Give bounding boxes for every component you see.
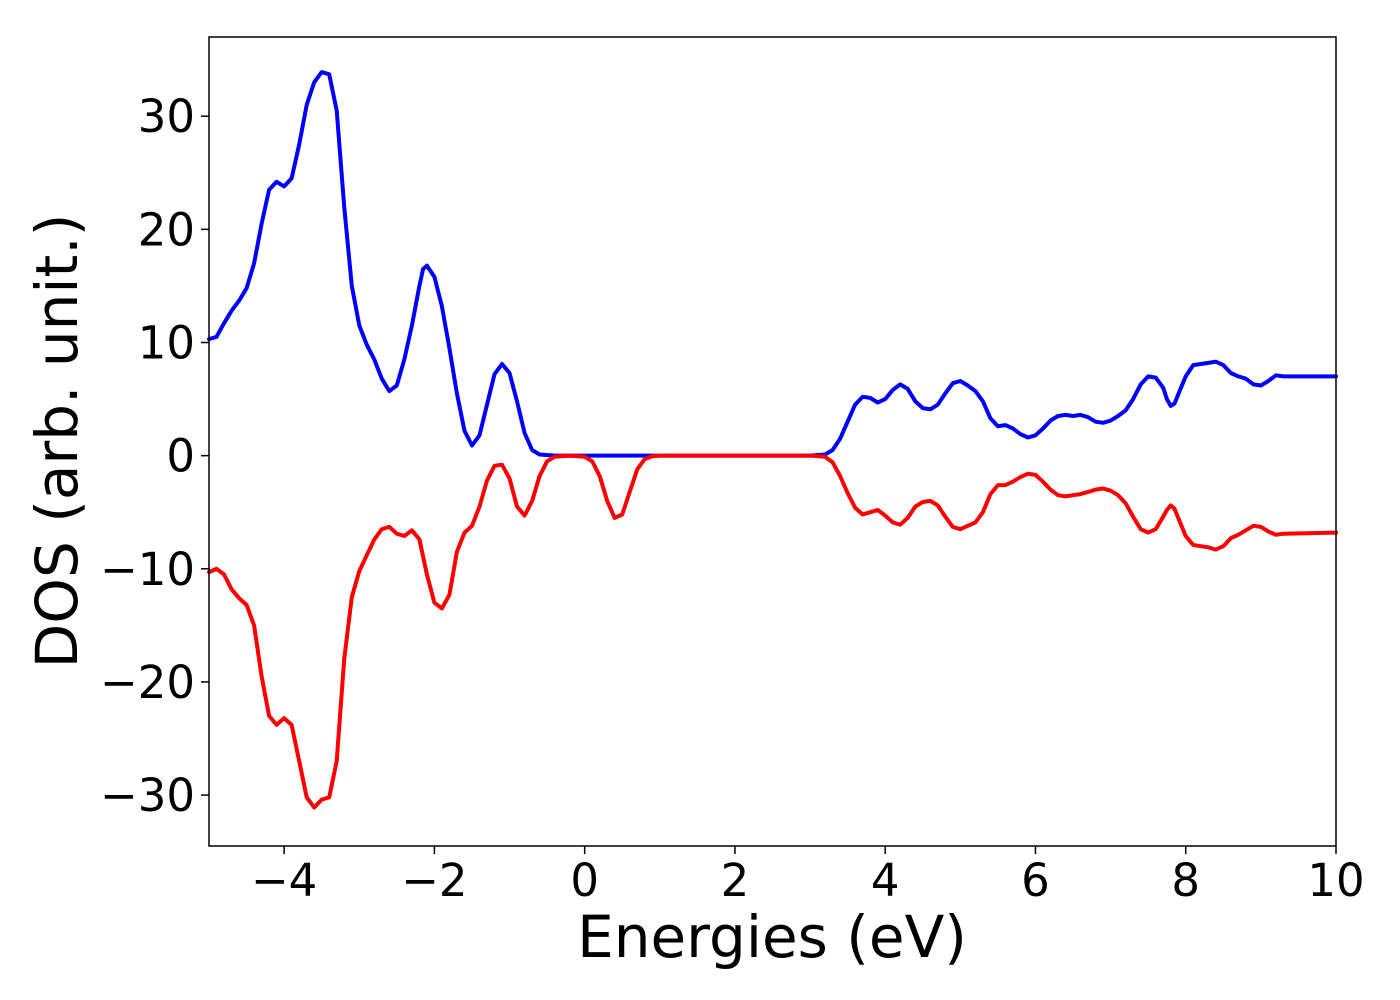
plot-area-frame xyxy=(208,36,1337,847)
y-tick-label: 0 xyxy=(166,430,195,483)
y-tick-label: −10 xyxy=(100,543,195,596)
x-tick-label: −2 xyxy=(401,854,467,907)
series-line-1 xyxy=(207,453,1338,810)
y-tick-label: 20 xyxy=(138,203,195,256)
x-axis-label: Energies (eV) xyxy=(577,903,967,971)
x-tick-label: 8 xyxy=(1171,854,1200,907)
x-tick-label: 10 xyxy=(1307,854,1364,907)
series-line-0 xyxy=(207,70,1338,458)
y-axis-ticks: 30 20 10 0 −10 −20 −30 xyxy=(100,90,209,822)
x-tick-label: 4 xyxy=(871,854,900,907)
x-tick-label: 2 xyxy=(721,854,750,907)
series-layer xyxy=(207,70,1338,810)
y-tick-label: 10 xyxy=(138,316,195,369)
y-tick-label: −30 xyxy=(100,769,195,822)
y-axis-label: DOS (arb. unit.) xyxy=(23,214,91,669)
x-tick-label: 6 xyxy=(1021,854,1050,907)
y-tick-label: −20 xyxy=(100,656,195,709)
x-tick-label: −4 xyxy=(251,854,317,907)
x-axis-ticks: −4 −2 0 2 4 6 8 10 xyxy=(251,846,1365,907)
y-tick-label: 30 xyxy=(138,90,195,143)
x-tick-label: 0 xyxy=(570,854,599,907)
plot-area-background xyxy=(209,37,1336,846)
